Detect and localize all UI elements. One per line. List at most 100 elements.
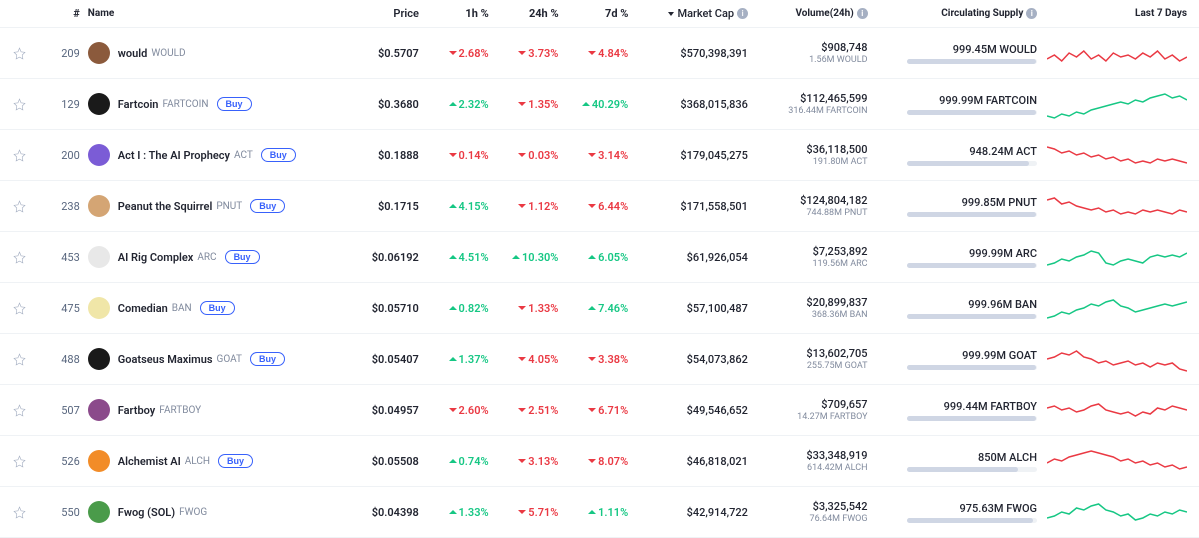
table-row[interactable]: 507FartboyFARTBOY$0.049572.60%2.51%6.71%… — [0, 385, 1199, 436]
table-row[interactable]: 453AI Rig ComplexARCBuy$0.061924.51%10.3… — [0, 232, 1199, 283]
pct-value: 1.35% — [528, 98, 558, 111]
sparkline-svg — [1047, 441, 1187, 481]
caret-up-icon — [449, 459, 457, 463]
header-rank[interactable]: # — [40, 7, 80, 20]
coin-icon — [88, 297, 110, 319]
info-icon[interactable]: i — [1026, 8, 1037, 19]
table-row[interactable]: 129FartcoinFARTCOINBuy$0.36802.32%1.35%4… — [0, 79, 1199, 130]
price: $0.5707 — [339, 47, 419, 60]
change-1h: 4.51% — [419, 251, 489, 264]
star-icon — [13, 47, 26, 60]
table-row[interactable]: 200Act I : The AI ProphecyACTBuy$0.18880… — [0, 130, 1199, 181]
favorite-star[interactable] — [0, 98, 40, 111]
favorite-star[interactable] — [0, 149, 40, 162]
pct-value: 1.12% — [528, 200, 558, 213]
header-supply[interactable]: Circulating Supply i — [868, 8, 1038, 19]
volume-24h: $112,465,599316.44M FARTCOIN — [748, 92, 868, 116]
change-1h: 2.68% — [419, 47, 489, 60]
buy-button[interactable]: Buy — [250, 352, 285, 366]
change-7d: 3.38% — [558, 353, 628, 366]
coin-symbol: ALCH — [185, 456, 210, 467]
header-chart[interactable]: Last 7 Days — [1037, 8, 1187, 19]
caret-up-icon — [588, 510, 596, 514]
info-icon[interactable]: i — [857, 8, 868, 19]
coin-name-cell[interactable]: Alchemist AIALCHBuy — [80, 450, 339, 472]
star-icon — [13, 302, 26, 315]
header-volume[interactable]: Volume(24h) i — [748, 8, 868, 19]
buy-button[interactable]: Buy — [217, 97, 252, 111]
coin-name-cell[interactable]: FartboyFARTBOY — [80, 399, 339, 421]
favorite-star[interactable] — [0, 506, 40, 519]
pct-value: 3.38% — [598, 353, 628, 366]
change-24h: 1.33% — [489, 302, 559, 315]
favorite-star[interactable] — [0, 302, 40, 315]
volume-24h: $124,804,182744.88M PNUT — [748, 194, 868, 218]
favorite-star[interactable] — [0, 353, 40, 366]
coin-icon — [88, 348, 110, 370]
table-row[interactable]: 209wouldWOULD$0.57072.68%3.73%4.84%$570,… — [0, 28, 1199, 79]
price: $0.05508 — [339, 455, 419, 468]
buy-button[interactable]: Buy — [225, 250, 260, 264]
coin-name-cell[interactable]: ComedianBANBuy — [80, 297, 339, 319]
change-24h: 1.35% — [489, 98, 559, 111]
coin-name-cell[interactable]: Goatseus Maximus GOAT Buy — [80, 348, 339, 370]
favorite-star[interactable] — [0, 47, 40, 60]
caret-up-icon — [449, 204, 457, 208]
change-1h: 1.37% — [419, 353, 489, 366]
change-7d: 7.46% — [558, 302, 628, 315]
pct-value: 8.07% — [598, 455, 628, 468]
table-row[interactable]: 526Alchemist AIALCHBuy$0.055080.74%3.13%… — [0, 436, 1199, 487]
coin-name-cell[interactable]: AI Rig ComplexARCBuy — [80, 246, 339, 268]
favorite-star[interactable] — [0, 455, 40, 468]
pct-value: 3.73% — [528, 47, 558, 60]
coin-name: Fartboy — [118, 404, 156, 417]
pct-value: 0.74% — [459, 455, 489, 468]
coin-symbol: GOAT — [217, 354, 242, 365]
coin-name-cell[interactable]: Fwog (SOL)FWOG — [80, 501, 339, 523]
header-1h[interactable]: 1h % — [419, 7, 489, 20]
supply-text: 999.44M FARTBOY — [944, 400, 1037, 413]
buy-button[interactable]: Buy — [250, 199, 285, 213]
buy-button[interactable]: Buy — [200, 301, 235, 315]
coin-name-cell[interactable]: Peanut the SquirrelPNUTBuy — [80, 195, 339, 217]
table-row[interactable]: 238Peanut the SquirrelPNUTBuy$0.17154.15… — [0, 181, 1199, 232]
supply-bar — [907, 365, 1037, 370]
change-24h: 4.05% — [489, 353, 559, 366]
coin-name: Fartcoin — [118, 98, 159, 111]
circulating-supply: 999.44M FARTBOY — [868, 400, 1038, 421]
price: $0.04398 — [339, 506, 419, 519]
coin-symbol: ARC — [197, 252, 216, 263]
caret-down-icon — [588, 459, 596, 463]
buy-button[interactable]: Buy — [218, 454, 253, 468]
sparkline-7d — [1037, 390, 1187, 430]
header-24h[interactable]: 24h % — [489, 7, 559, 20]
caret-up-icon — [588, 306, 596, 310]
supply-bar-fill — [907, 416, 1036, 421]
table-row[interactable]: 475ComedianBANBuy$0.057100.82%1.33%7.46%… — [0, 283, 1199, 334]
coin-name-cell[interactable]: FartcoinFARTCOINBuy — [80, 93, 339, 115]
rank: 200 — [40, 149, 80, 162]
header-name[interactable]: Name — [80, 8, 339, 19]
header-mcap[interactable]: Market Cap i — [628, 7, 748, 20]
header-7d[interactable]: 7d % — [559, 7, 629, 20]
supply-bar — [907, 110, 1037, 115]
coin-name-cell[interactable]: Act I : The AI ProphecyACTBuy — [80, 144, 339, 166]
favorite-star[interactable] — [0, 251, 40, 264]
info-icon[interactable]: i — [737, 8, 748, 19]
volume-24h: $13,602,705255.75M GOAT — [748, 347, 868, 371]
sparkline-svg — [1047, 84, 1187, 124]
volume-usd: $124,804,182 — [800, 194, 867, 207]
buy-button[interactable]: Buy — [261, 148, 296, 162]
coin-name: Goatseus Maximus — [118, 353, 213, 366]
change-7d: 3.14% — [558, 149, 628, 162]
favorite-star[interactable] — [0, 404, 40, 417]
table-row[interactable]: 488Goatseus MaximusGOATBuy$0.054071.37%4… — [0, 334, 1199, 385]
market-cap: $57,100,487 — [628, 302, 748, 315]
table-row[interactable]: 550Fwog (SOL)FWOG$0.043981.33%5.71%1.11%… — [0, 487, 1199, 538]
rank: 209 — [40, 47, 80, 60]
coin-name-cell[interactable]: wouldWOULD — [80, 42, 339, 64]
favorite-star[interactable] — [0, 200, 40, 213]
header-price[interactable]: Price — [339, 7, 419, 20]
price: $0.1715 — [339, 200, 419, 213]
pct-value: 4.05% — [528, 353, 558, 366]
